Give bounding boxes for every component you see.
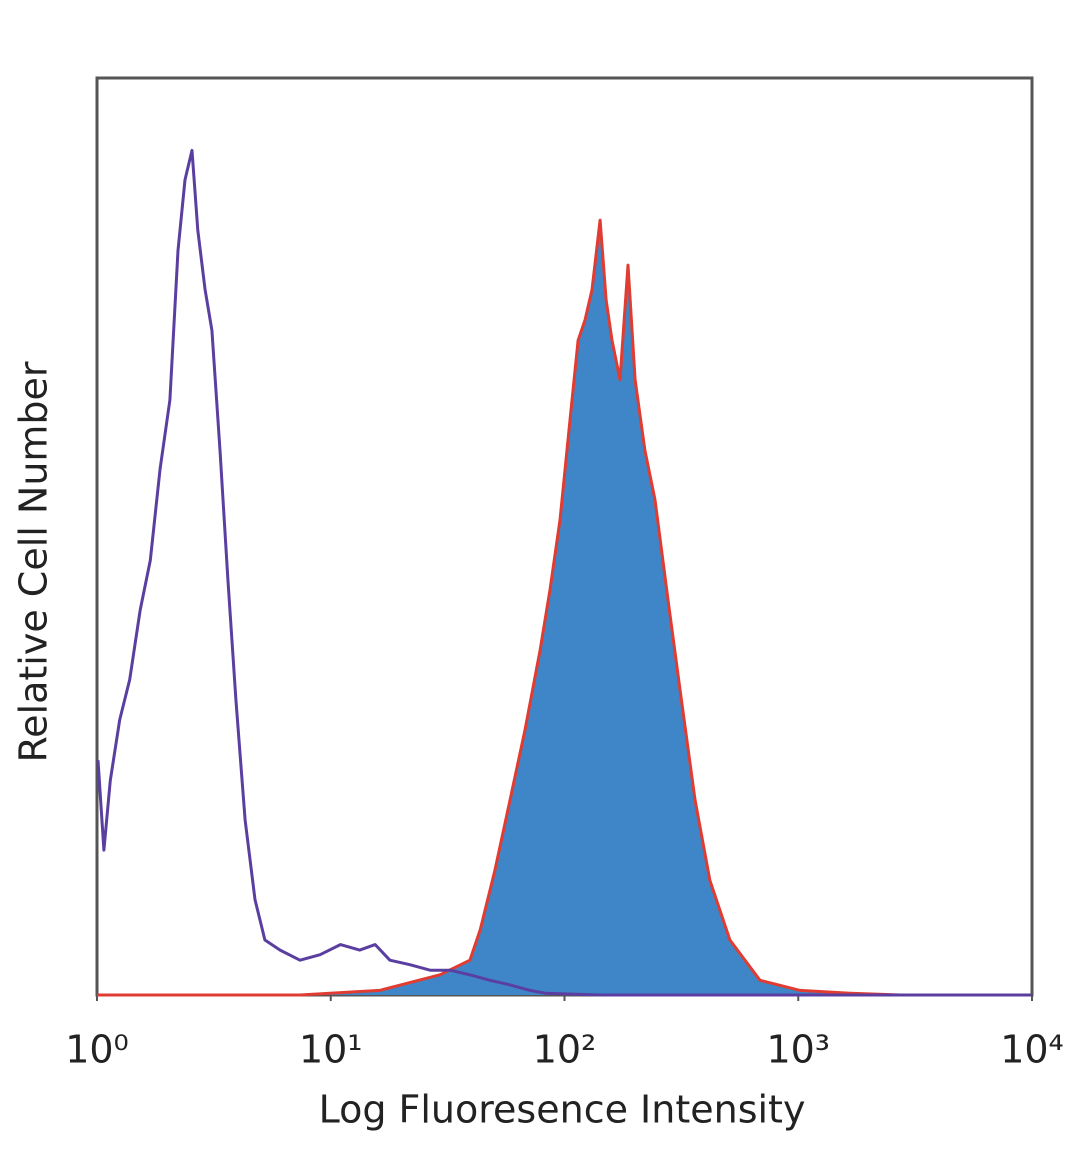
x-axis-label: Log Fluoresence Intensity [319, 1088, 806, 1132]
histogram-area [97, 220, 1032, 996]
x-tick-label: 10² [533, 1028, 597, 1072]
x-tick-label: 10⁴ [1000, 1028, 1064, 1072]
y-axis-label: Relative Cell Number [12, 361, 56, 762]
histogram-line [97, 218, 1032, 997]
histogram-line [96, 148, 1032, 997]
x-tick-label: 10³ [766, 1028, 830, 1072]
x-tick-label: 10¹ [299, 1028, 363, 1072]
x-tick-label: 10⁰ [65, 1028, 129, 1072]
